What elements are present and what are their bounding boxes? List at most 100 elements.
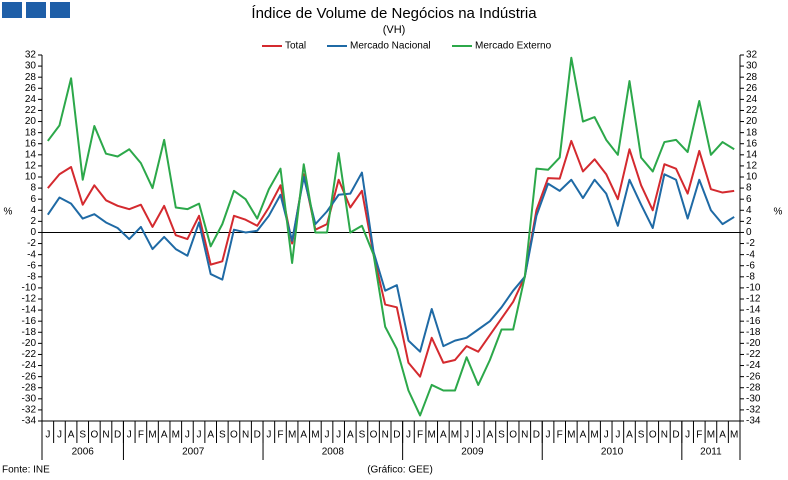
y-tick-label: -28 [22, 382, 37, 393]
x-tick-label: J [336, 430, 341, 441]
y2-tick-label: 10 [746, 172, 758, 183]
x-tick-label: A [487, 430, 494, 441]
x-tick-label: J [615, 430, 620, 441]
y-tick-label: -18 [22, 327, 37, 338]
x-tick-label: N [102, 430, 109, 441]
y-tick-label: 20 [25, 116, 37, 127]
x-tick-label: F [557, 430, 563, 441]
y-tick-label: -32 [22, 405, 37, 416]
x-tick-label: F [696, 430, 702, 441]
y2-tick-label: -2 [746, 238, 755, 249]
x-tick-label: M [567, 430, 575, 441]
y2-tick-label: 32 [746, 50, 758, 61]
y-tick-label: 16 [25, 138, 37, 149]
x-tick-label: S [638, 430, 645, 441]
x-tick-label: A [440, 430, 447, 441]
logo-block [50, 2, 70, 18]
x-tick-label: O [370, 430, 378, 441]
y-tick-label: 2 [30, 216, 36, 227]
y-tick-label: 6 [30, 194, 36, 205]
y-axis-label: % [4, 207, 13, 218]
legend-label: Total [285, 41, 306, 52]
x-tick-label: J [57, 430, 62, 441]
x-tick-label: D [672, 430, 679, 441]
x-tick-label: O [649, 430, 657, 441]
x-tick-label: D [254, 430, 261, 441]
y2-tick-label: -20 [746, 338, 761, 349]
y-tick-label: 14 [25, 149, 37, 160]
credit: (Gráfico: GEE) [367, 465, 433, 476]
x-tick-label: M [311, 430, 319, 441]
x-tick-label: J [685, 430, 690, 441]
y-tick-label: 28 [25, 72, 37, 83]
y2-tick-label: 14 [746, 149, 758, 160]
x-tick-label: M [730, 430, 738, 441]
y2-axis-label: % [774, 207, 783, 218]
y-tick-label: -2 [27, 238, 36, 249]
x-tick-label: M [172, 430, 180, 441]
x-tick-label: D [114, 430, 121, 441]
y2-tick-label: -12 [746, 294, 761, 305]
y2-tick-label: 8 [746, 183, 752, 194]
y-tick-label: -16 [22, 316, 37, 327]
x-tick-label: J [476, 430, 481, 441]
legend-label: Mercado Nacional [350, 41, 431, 52]
x-tick-label: M [428, 430, 436, 441]
x-tick-label: S [498, 430, 505, 441]
y-tick-label: -10 [22, 283, 37, 294]
x-tick-label: A [207, 430, 214, 441]
y2-tick-label: -16 [746, 316, 761, 327]
x-tick-label: A [68, 430, 75, 441]
x-tick-label: D [393, 430, 400, 441]
x-tick-label: M [451, 430, 459, 441]
x-tick-label: J [185, 430, 190, 441]
y-tick-label: -14 [22, 305, 37, 316]
y2-tick-label: -22 [746, 349, 761, 360]
x-tick-label: J [45, 430, 50, 441]
series-line [47, 56, 735, 417]
x-tick-label: M [707, 430, 715, 441]
y2-tick-label: -32 [746, 405, 761, 416]
y-tick-label: -20 [22, 338, 37, 349]
x-tick-label: N [661, 430, 668, 441]
year-label: 2010 [601, 447, 624, 458]
series-line [46, 171, 735, 353]
y2-tick-label: -24 [746, 360, 761, 371]
y-tick-label: -30 [22, 393, 37, 404]
year-label: 2006 [72, 447, 95, 458]
x-tick-label: N [382, 430, 389, 441]
y-tick-label: -26 [22, 371, 37, 382]
chart-title: Índice de Volume de Negócios na Indústri… [251, 5, 537, 22]
y2-tick-label: 28 [746, 72, 758, 83]
x-tick-label: N [242, 430, 249, 441]
y2-tick-label: 20 [746, 116, 758, 127]
logo-block [26, 2, 46, 18]
legend-label: Mercado Externo [475, 41, 552, 52]
x-tick-label: O [230, 430, 238, 441]
series-line [47, 139, 735, 378]
x-tick-label: A [580, 430, 587, 441]
x-tick-label: J [464, 430, 469, 441]
x-tick-label: S [359, 430, 366, 441]
y2-tick-label: 12 [746, 161, 758, 172]
y2-tick-label: -10 [746, 283, 761, 294]
x-tick-label: O [509, 430, 517, 441]
year-label: 2008 [322, 447, 345, 458]
x-tick-label: D [533, 430, 540, 441]
y-tick-label: 18 [25, 127, 37, 138]
y2-tick-label: 16 [746, 138, 758, 149]
x-tick-label: M [590, 430, 598, 441]
y2-tick-label: 0 [746, 227, 752, 238]
y-tick-label: -4 [27, 249, 36, 260]
y2-tick-label: 2 [746, 216, 752, 227]
year-label: 2009 [461, 447, 484, 458]
x-tick-label: J [546, 430, 551, 441]
y-tick-label: 10 [25, 172, 37, 183]
x-tick-label: M [148, 430, 156, 441]
x-tick-label: F [277, 430, 283, 441]
y2-tick-label: 18 [746, 127, 758, 138]
y-tick-label: 0 [30, 227, 36, 238]
source: Fonte: INE [2, 465, 50, 476]
y2-tick-label: -14 [746, 305, 761, 316]
